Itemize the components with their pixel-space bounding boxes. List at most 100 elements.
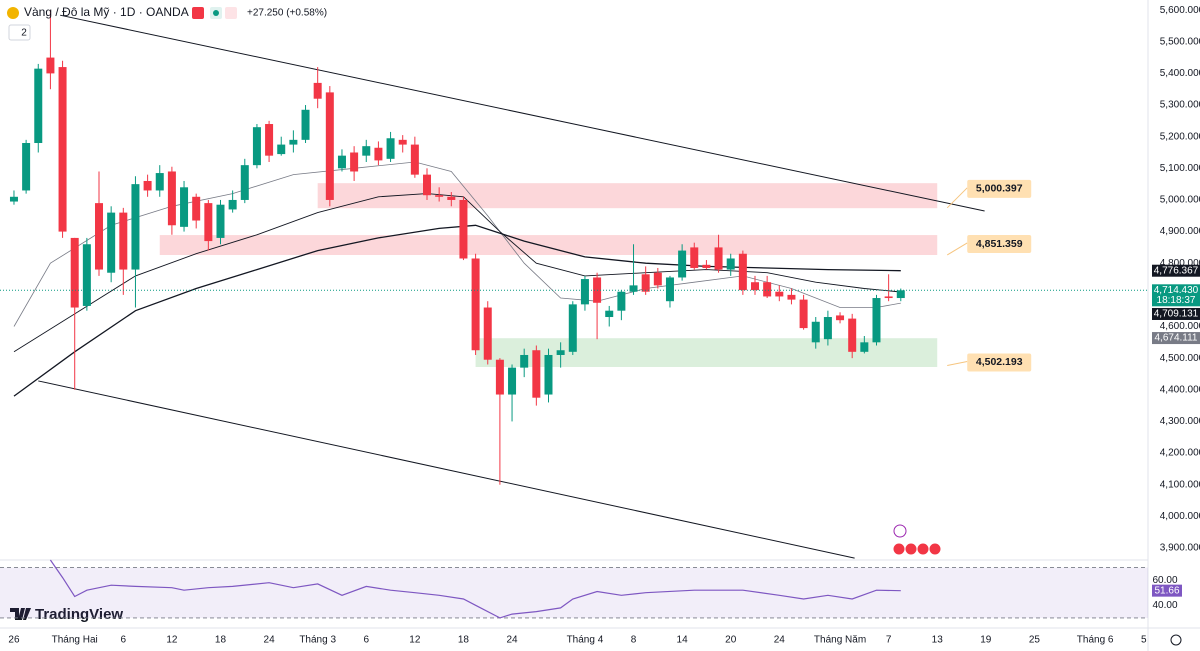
candle-body — [82, 244, 91, 306]
x-tick-label: 26 — [8, 635, 20, 646]
x-tick-label: 12 — [166, 635, 178, 646]
callout-box — [967, 353, 1032, 372]
rsi-band — [0, 567, 1148, 618]
ma-badge — [1152, 264, 1200, 277]
x-tick-label: Tháng Năm — [814, 635, 866, 646]
x-tick-label: 18 — [458, 635, 470, 646]
candle-body — [714, 247, 723, 270]
candle-body — [143, 180, 152, 191]
candle-body — [641, 274, 650, 292]
event-flag — [892, 542, 906, 556]
candle-body — [678, 250, 687, 278]
candle-body — [751, 282, 760, 291]
event-flag — [916, 542, 930, 556]
y-tick-label: 5,600.000 — [1160, 5, 1200, 16]
y-tick-label: 4,300.000 — [1160, 416, 1200, 427]
y-tick-label: 5,500.000 — [1160, 36, 1200, 47]
callout-pointer — [946, 242, 968, 256]
y-tick-label: 5,100.000 — [1160, 163, 1200, 174]
candle-body — [22, 143, 31, 191]
candle-body — [896, 290, 905, 299]
callout-box — [967, 234, 1032, 253]
candle-body — [848, 318, 857, 352]
y-tick-label: 3,900.000 — [1160, 543, 1200, 554]
moving-average — [13, 224, 901, 397]
candle-body — [228, 199, 237, 210]
x-tick-label: 8 — [631, 635, 637, 646]
x-tick-label: 20 — [725, 635, 737, 646]
candle-body — [580, 279, 589, 305]
candle-body — [508, 367, 517, 395]
x-tick-label: 19 — [980, 635, 992, 646]
callout-pointer — [947, 360, 968, 366]
candle-body — [95, 203, 104, 270]
symbol-title: Vàng / Đô la Mỹ · 1D · OANDA — [24, 5, 189, 19]
countdown: 18:18:37 — [1157, 295, 1196, 306]
callout-label: 4,502.193 — [976, 356, 1023, 368]
candle-body — [787, 294, 796, 300]
candle-body — [410, 144, 419, 175]
x-tick-label: 24 — [264, 635, 276, 646]
candle-body — [423, 174, 432, 196]
zone — [317, 183, 938, 209]
candle-body — [836, 315, 845, 321]
candle-body — [46, 57, 55, 74]
last-price-badge — [1152, 284, 1200, 307]
candle-body — [386, 138, 395, 159]
y-tick-label: 4,900.000 — [1160, 226, 1200, 237]
y-tick-label: 4,000.000 — [1160, 511, 1200, 522]
candle-body — [277, 144, 286, 155]
rsi-badge — [1152, 584, 1182, 597]
y-tick-label: 4,100.000 — [1160, 479, 1200, 490]
trendline — [60, 14, 985, 212]
candle-body — [605, 310, 614, 318]
candle-body — [495, 359, 504, 395]
rsi-badge-label: 51.66 — [1154, 585, 1179, 596]
candle-body — [301, 109, 310, 140]
candle-body — [252, 127, 261, 166]
candle-body — [872, 298, 881, 343]
candle-body — [665, 277, 674, 302]
y-tick-label: 4,800.000 — [1160, 258, 1200, 269]
x-tick-label: 12 — [409, 635, 421, 646]
ma-badge — [1152, 332, 1200, 345]
candle-body — [180, 187, 189, 227]
candle-body — [337, 155, 346, 169]
indicator-toggle[interactable] — [8, 24, 31, 41]
rsi-line — [49, 559, 901, 619]
callout-label: 5,000.397 — [976, 183, 1023, 195]
x-tick-label: 25 — [1029, 635, 1041, 646]
rsi-tick-label: 60.00 — [1152, 575, 1177, 586]
candle-body — [265, 124, 274, 156]
brand: TradingView — [10, 606, 123, 623]
candle-body — [653, 272, 662, 286]
candle-body — [216, 204, 225, 238]
event-icons — [892, 524, 942, 556]
candle-body — [811, 321, 820, 343]
brand-name: TradingView — [35, 606, 123, 623]
x-tick-label: 7 — [886, 635, 892, 646]
indicator-count: 2 — [21, 28, 27, 39]
price-change: +27.250 (+0.58%) — [247, 8, 327, 19]
settings-icon[interactable] — [1170, 634, 1182, 646]
symbol-icon — [7, 7, 19, 19]
candle-body — [726, 258, 735, 270]
candle-body — [34, 68, 43, 144]
candle-body — [702, 264, 711, 268]
candle-body — [398, 139, 407, 145]
ma-badge — [1152, 307, 1200, 320]
x-tick-label: 24 — [774, 635, 786, 646]
candle-body — [775, 291, 784, 297]
candle-body — [435, 195, 444, 197]
candle-body — [167, 171, 176, 226]
ma-badge-label: 4,776.367 — [1154, 265, 1199, 276]
x-tick-label: 18 — [215, 635, 227, 646]
x-tick-label: Tháng 6 — [1077, 635, 1114, 646]
y-tick-label: 4,600.000 — [1160, 321, 1200, 332]
event-flag — [928, 542, 942, 556]
y-tick-label: 5,300.000 — [1160, 100, 1200, 111]
x-tick-label: 14 — [677, 635, 689, 646]
candle-body — [629, 285, 638, 292]
